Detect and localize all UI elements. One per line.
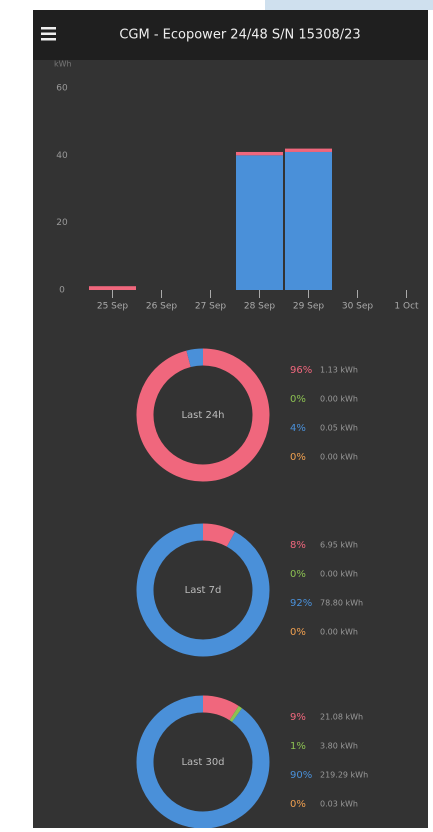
donut-center-label: Last 30d [181,757,224,768]
percent-label: 0% [290,452,306,463]
percent-label: 90% [290,770,312,781]
x-tick-label: 1 Oct [394,302,419,312]
donut-segment [186,348,204,368]
energy-label: 21.08 kWh [320,713,363,722]
donut-segment [229,705,243,722]
header-title: CGM - Ecopower 24/48 S/N 15308/23 [119,28,360,43]
percent-label: 4% [290,423,306,434]
donut-segment [136,348,270,482]
donut-segment [136,523,270,657]
menu-button[interactable] [41,27,56,41]
percent-label: 0% [290,799,306,810]
energy-label: 0.00 kWh [320,570,358,579]
menu-line [41,32,56,35]
donut-center-label: Last 24h [181,410,224,421]
donut-segment [136,695,270,829]
energy-label: 6.95 kWh [320,541,358,550]
energy-label: 3.80 kWh [320,742,358,751]
energy-label: 0.00 kWh [320,453,358,462]
bar-segment [236,155,283,290]
menu-line [41,38,56,41]
app-body [33,10,428,828]
energy-label: 0.00 kWh [320,628,358,637]
menu-line [41,27,56,30]
background-patch [265,0,433,10]
y-axis-label: kWh [54,60,72,69]
energy-label: 1.13 kWh [320,366,358,375]
percent-label: 1% [290,741,306,752]
percent-label: 0% [290,569,306,580]
bar-segment [236,151,283,156]
x-tick-label: 27 Sep [195,302,227,312]
x-tick-label: 29 Sep [293,302,325,312]
energy-label: 78.80 kWh [320,599,363,608]
energy-label: 0.00 kWh [320,395,358,404]
energy-label: 219.29 kWh [320,771,368,780]
x-tick-label: 30 Sep [342,302,374,312]
energy-label: 0.03 kWh [320,800,358,809]
percent-label: 0% [290,394,306,405]
x-tick-label: 26 Sep [146,302,178,312]
y-tick-label: 0 [59,286,65,296]
donut-segment [202,695,239,721]
bar-segment [89,286,136,290]
percent-label: 92% [290,598,312,609]
percent-label: 0% [290,627,306,638]
x-tick-label: 25 Sep [97,302,129,312]
percent-label: 8% [290,540,306,551]
y-tick-label: 40 [56,151,68,161]
donut-center-label: Last 7d [185,585,222,596]
y-tick-label: 60 [56,84,68,94]
percent-label: 96% [290,365,312,376]
donut-segment [202,523,236,547]
header-bar [33,10,428,60]
y-tick-label: 20 [56,218,68,228]
x-tick-label: 28 Sep [244,302,276,312]
bar-segment [285,151,332,290]
energy-label: 0.05 kWh [320,424,358,433]
bar-segment [285,148,332,152]
percent-label: 9% [290,712,306,723]
